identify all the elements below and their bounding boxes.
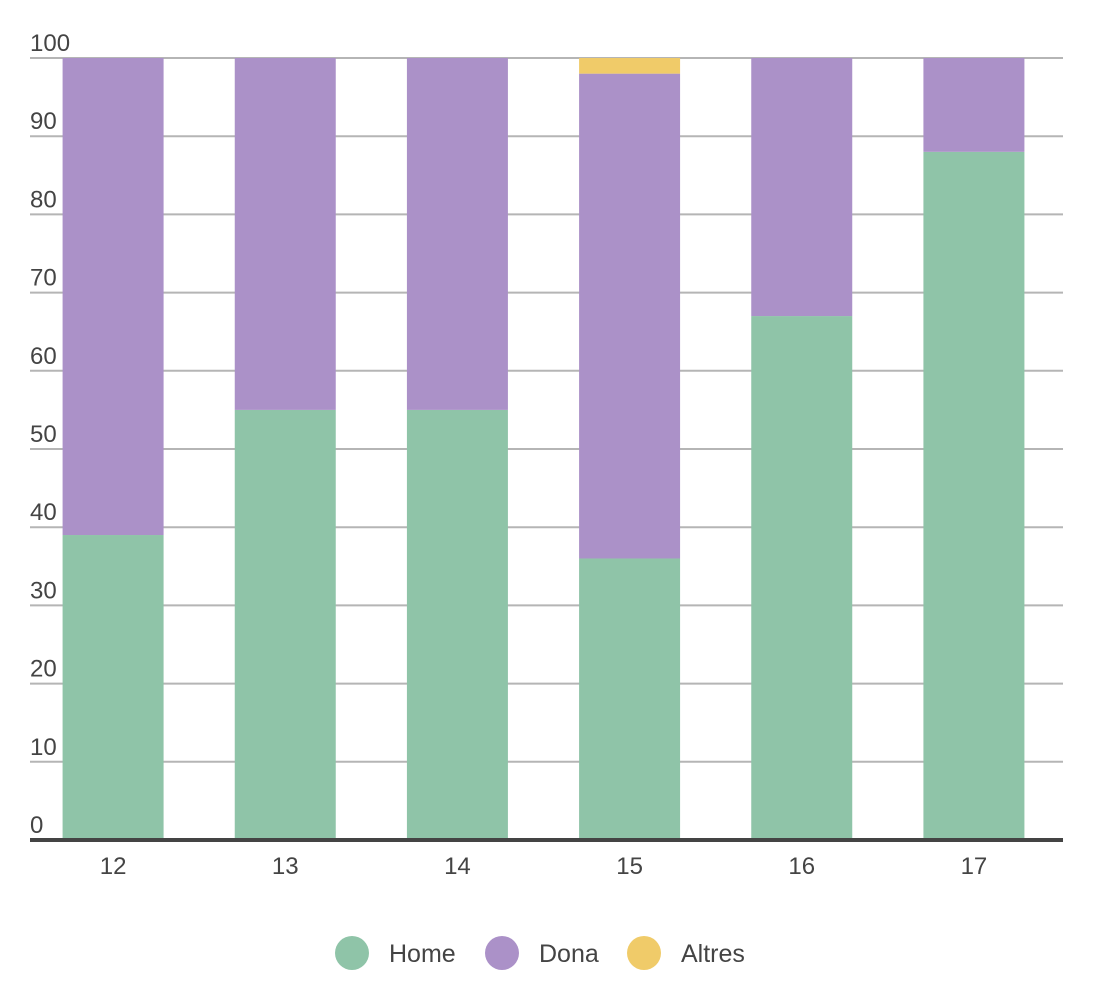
bar-altres-15: [579, 58, 681, 74]
bar-home-17: [923, 151, 1025, 841]
bar-home-16: [751, 316, 853, 840]
legend-item-home: Home: [335, 936, 456, 970]
x-tick-label: 17: [961, 853, 988, 880]
legend: Home Dona Altres: [335, 936, 745, 970]
legend-swatch: [627, 936, 661, 970]
y-tick-label: 90: [30, 108, 57, 135]
x-tick-label: 15: [616, 853, 643, 880]
bar-home-15: [579, 558, 681, 840]
y-tick-label: 60: [30, 343, 57, 370]
bar-home-14: [406, 409, 508, 840]
y-tick-label: 80: [30, 186, 57, 213]
legend-label: Dona: [539, 940, 599, 968]
y-tick-label: 20: [30, 656, 57, 683]
bar-dona-17: [923, 58, 1025, 152]
y-tick-label: 0: [30, 812, 43, 839]
x-tick-label: 16: [788, 853, 815, 880]
bar-home-12: [62, 535, 164, 840]
y-axis-tick-labels: 0 10 20 30 40 50 60 70 80 90 100: [30, 30, 70, 839]
x-tick-label: 13: [272, 853, 299, 880]
bars: [62, 58, 1025, 841]
y-tick-label: 30: [30, 577, 57, 604]
gridlines: [30, 57, 1063, 763]
bar-dona-13: [234, 58, 336, 410]
x-tick-label: 12: [100, 853, 127, 880]
legend-label: Home: [389, 940, 456, 968]
legend-swatch: [335, 936, 369, 970]
x-tick-label: 14: [444, 853, 471, 880]
legend-item-altres: Altres: [627, 936, 745, 970]
bar-dona-15: [579, 73, 681, 559]
y-tick-label: 40: [30, 499, 57, 526]
bar-dona-12: [62, 58, 164, 536]
y-tick-label: 50: [30, 421, 57, 448]
legend-swatch: [485, 936, 519, 970]
y-tick-label: 100: [30, 30, 70, 57]
bar-dona-16: [751, 58, 853, 317]
legend-item-dona: Dona: [485, 936, 599, 970]
x-axis-tick-labels: 12 13 14 15 16 17: [100, 853, 988, 880]
bar-home-13: [234, 409, 336, 840]
y-tick-label: 70: [30, 265, 57, 292]
bar-dona-14: [406, 58, 508, 410]
legend-label: Altres: [681, 940, 745, 968]
y-tick-label: 10: [30, 734, 57, 761]
